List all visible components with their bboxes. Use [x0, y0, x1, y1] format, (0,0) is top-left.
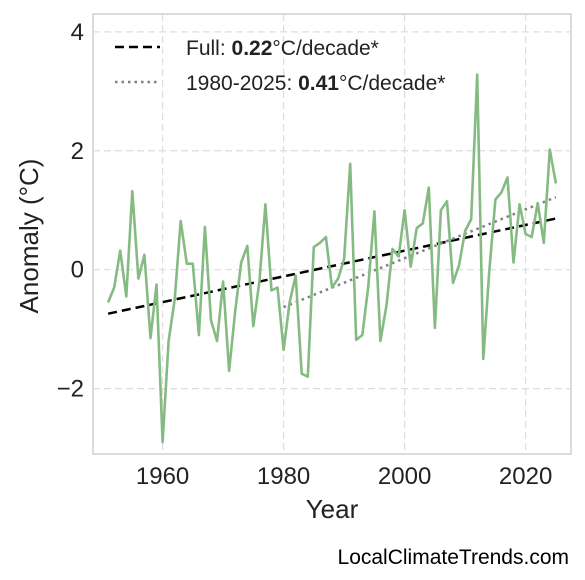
legend-recent-label: 1980-2025: 0.41°C/decade*: [186, 72, 445, 95]
y-tick-label: −2: [57, 376, 84, 403]
x-tick-label: 2000: [378, 463, 431, 490]
watermark: LocalClimateTrends.com: [337, 546, 569, 569]
legend: Full: 0.22°C/decade* 1980-2025: 0.41°C/d…: [115, 37, 445, 95]
x-tick-label: 1960: [136, 463, 189, 490]
x-axis-title: Year: [306, 494, 359, 524]
data-series: [106, 73, 558, 444]
x-tick-labels: 1960 1980 2000 2020: [136, 463, 552, 490]
anomaly-series-line: [106, 73, 558, 444]
x-tick-label: 2020: [499, 463, 552, 490]
y-axis-title: Anomaly (°C): [14, 159, 44, 314]
y-tick-label: 4: [71, 19, 84, 46]
y-tick-labels: −2 0 2 4: [57, 19, 84, 403]
y-tick-label: 0: [71, 257, 84, 284]
x-tick-label: 1980: [257, 463, 310, 490]
y-tick-label: 2: [71, 138, 84, 165]
legend-full-label: Full: 0.22°C/decade*: [186, 37, 379, 60]
